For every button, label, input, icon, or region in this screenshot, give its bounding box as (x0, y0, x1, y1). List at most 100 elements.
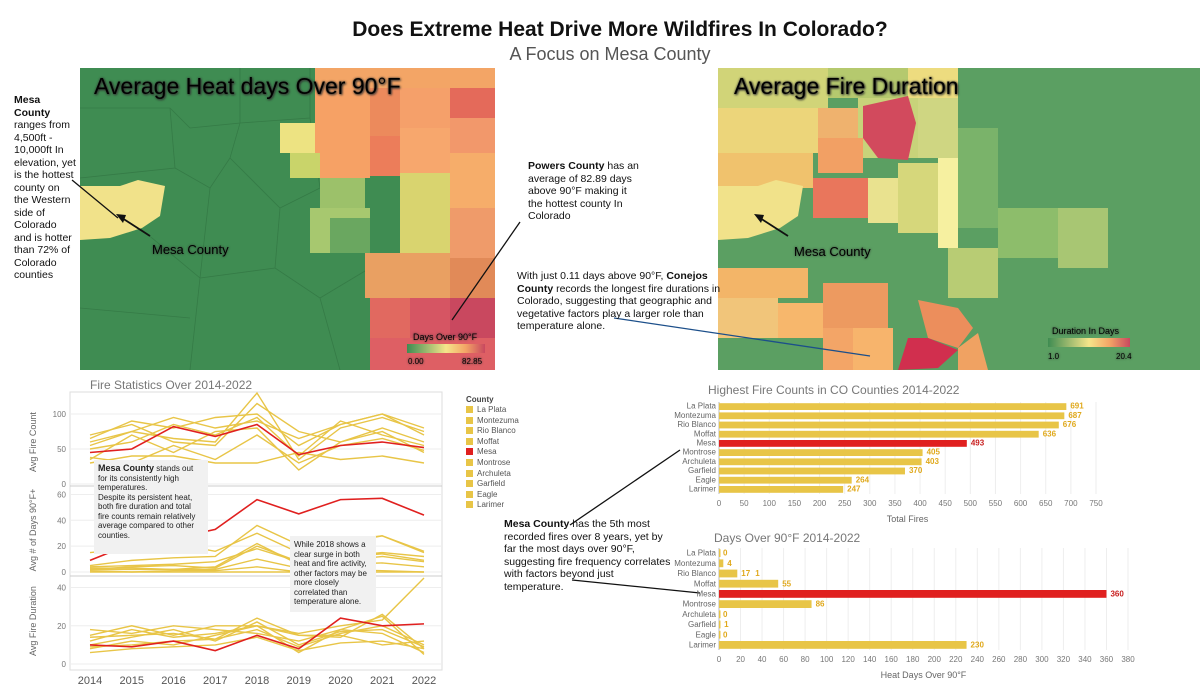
days-over-90-title: Days Over 90°F 2014-2022 (714, 531, 861, 545)
legend-label: Rio Blanco (477, 426, 516, 436)
legend-item: La Plata (466, 405, 536, 416)
legend-label: La Plata (477, 405, 507, 414)
series-line (89, 402, 425, 447)
series-line (89, 625, 425, 648)
bar (719, 486, 844, 493)
mesa-county-map-label-2: Mesa County (794, 244, 871, 259)
category-label: La Plata (687, 402, 717, 411)
legend-item: Rio Blanco (466, 426, 536, 437)
x-tick-label: 100 (763, 499, 777, 508)
x-tick-label: 80 (801, 655, 810, 664)
y-tick-label: 0 (62, 480, 67, 489)
legend-swatch (466, 469, 473, 477)
bar (719, 430, 1039, 438)
category-label: Moffat (694, 579, 717, 588)
value-label: 1 (755, 569, 760, 578)
x-tick-label: 700 (1064, 499, 1078, 508)
heat-days-map: Mesa County Average Heat days Over 90°F … (80, 68, 495, 370)
x-tick-label: 2017 (203, 675, 227, 687)
county-legend: County La Plata Montezuma Rio Blanco Moffat… (466, 395, 536, 511)
x-tick-label: 20 (736, 655, 745, 664)
duration-legend-gradient (1048, 338, 1130, 347)
category-label: Archuleta (682, 457, 716, 466)
category-label: La Plata (687, 549, 717, 558)
x-tick-label: 300 (863, 499, 877, 508)
category-label: Montrose (683, 448, 717, 457)
value-label: 247 (847, 485, 861, 494)
legend-swatch (466, 458, 473, 466)
x-tick-label: 180 (906, 655, 920, 664)
x-tick-label: 320 (1057, 655, 1071, 664)
x-tick-label: 260 (992, 655, 1006, 664)
y-tick-label: 0 (62, 568, 67, 577)
x-tick-label: 340 (1078, 655, 1092, 664)
value-label: 0 (723, 610, 728, 619)
x-tick-label: 300 (1035, 655, 1049, 664)
bar (719, 476, 852, 484)
x-tick-label: 450 (939, 499, 953, 508)
x-tick-label: 400 (913, 499, 927, 508)
bar (719, 630, 721, 639)
category-label: Montezuma (674, 411, 716, 420)
series-line (89, 413, 425, 447)
mesa-county-map-label: Mesa County (152, 242, 229, 257)
x-tick-label: 200 (813, 499, 827, 508)
y-tick-label: 50 (57, 445, 66, 454)
series-line (89, 434, 425, 464)
category-label: Mesa (696, 439, 716, 448)
x-tick-label: 240 (971, 655, 985, 664)
bar (719, 620, 721, 629)
value-label: 691 (1070, 402, 1084, 411)
legend-swatch (466, 501, 473, 509)
x-tick-label: 120 (841, 655, 855, 664)
heat-map-title: Average Heat days Over 90°F (94, 73, 401, 99)
x-tick-label: 380 (1121, 655, 1135, 664)
x-tick-label: 140 (863, 655, 877, 664)
x-tick-label: 650 (1039, 499, 1053, 508)
x-tick-label: 250 (838, 499, 852, 508)
mesa-stands-out-note: Mesa County stands out for its consisten… (94, 460, 208, 554)
duration-legend-min: 1.0 (1048, 352, 1060, 361)
legend-item: Garfield (466, 479, 536, 490)
legend-item: Mesa (466, 447, 536, 458)
legend-item: Larimer (466, 500, 536, 511)
fire-duration-map: Mesa County Average Fire Duration Durati… (718, 68, 1200, 370)
x-tick-label: 2014 (78, 675, 102, 687)
y-tick-label: 40 (57, 584, 66, 593)
x-tick-label: 2019 (287, 675, 311, 687)
category-label: Eagle (696, 630, 717, 639)
powers-county-note: Powers County has an average of 82.89 da… (528, 160, 639, 222)
bar (719, 559, 724, 568)
year-2018-note: While 2018 shows a clear surge in both h… (290, 536, 376, 612)
legend-item: Montezuma (466, 416, 536, 427)
x-tick-label: 2020 (328, 675, 352, 687)
value-label: 0 (723, 630, 728, 639)
bar (719, 412, 1065, 420)
x-tick-label: 100 (820, 655, 834, 664)
x-tick-label: 50 (740, 499, 749, 508)
series-line (89, 416, 425, 457)
x-tick-label: 200 (928, 655, 942, 664)
x-tick-label: 160 (885, 655, 899, 664)
x-tick-label: 2018 (245, 675, 269, 687)
x-tick-label: 0 (717, 499, 722, 508)
mesa-series-line (89, 617, 425, 652)
heat-legend-gradient (407, 344, 485, 353)
legend-label: Larimer (477, 500, 505, 510)
y-tick-label: 100 (53, 410, 67, 419)
legend-swatch (466, 427, 473, 435)
y-tick-label: 40 (57, 516, 66, 525)
fire-statistics-chart: 0 50 100 Avg Fire Count 0 20 40 60 Avg # of Days… (28, 391, 443, 687)
value-label: 493 (971, 439, 985, 448)
bar (719, 549, 721, 557)
legend-swatch (466, 416, 473, 424)
mesa-elevation-note: Mesa County ranges from 4,500ft - 10,000… (14, 94, 76, 281)
bar (719, 458, 922, 466)
value-label: 55 (782, 579, 791, 588)
x-tick-label: 40 (758, 655, 767, 664)
series-line (89, 636, 425, 654)
duration-legend-max: 20.4 (1116, 352, 1132, 361)
page-title: Does Extreme Heat Drive More Wildfires I… (352, 18, 888, 41)
bar (719, 449, 923, 456)
category-label: Archuleta (682, 610, 716, 619)
